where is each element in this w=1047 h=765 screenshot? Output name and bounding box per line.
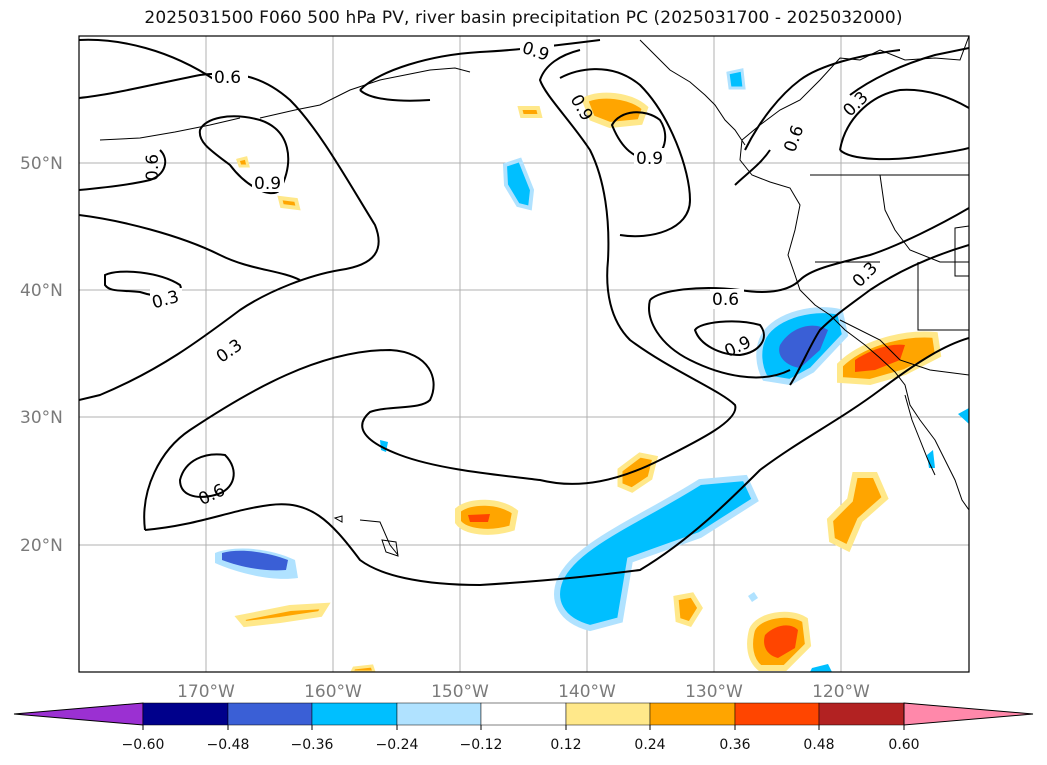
positive-anomaly-patches [234, 92, 942, 672]
colorbar-segment [565, 702, 651, 726]
colorbar-segment [734, 702, 820, 726]
colorbar-tick-label: −0.36 [291, 737, 334, 753]
map-title: 2025031500 F060 500 hPa PV, river basin … [144, 8, 903, 28]
lon-label-160w: 160°W [304, 682, 362, 702]
colorbar-tick-label: 0.60 [888, 737, 919, 753]
lon-label-150w: 150°W [431, 682, 489, 702]
colorbar-segment [818, 702, 905, 726]
colorbar-ticks [142, 725, 905, 730]
contour-label: 0.3 [839, 88, 872, 121]
contour-label: 0.3 [213, 335, 247, 367]
contour-label: 0.3 [849, 258, 882, 291]
colorbar-segment [396, 702, 482, 726]
colorbar-tick-label: −0.60 [122, 737, 165, 753]
lat-label-50n: 50°N [20, 154, 63, 174]
coastlines [99, 36, 969, 557]
plot-frame [78, 35, 970, 673]
colorbar: −0.60 −0.48 −0.36 −0.24 −0.12 0.12 0.24 … [13, 702, 1034, 753]
colorbar-tick-label: −0.12 [460, 737, 503, 753]
lon-label-170w: 170°W [177, 682, 235, 702]
colorbar-tick-label: 0.48 [803, 737, 834, 753]
lat-label-20n: 20°N [20, 536, 63, 556]
colorbar-tick-label: −0.48 [207, 737, 250, 753]
contour-label: 0.9 [254, 174, 281, 194]
colorbar-tick-label: 0.36 [719, 737, 750, 753]
lat-label-40n: 40°N [20, 281, 63, 301]
contour-label: 0.6 [143, 154, 163, 181]
colorbar-tick-label: −0.24 [376, 737, 419, 753]
contour-label: 0.6 [196, 480, 229, 510]
colorbar-extend-right [903, 702, 1034, 726]
gridlines [79, 36, 969, 672]
contour-label: 0.9 [636, 149, 663, 169]
lat-label-30n: 30°N [20, 408, 63, 428]
colorbar-segment [480, 702, 567, 726]
contour-label: 0.6 [712, 290, 739, 310]
contour-label: 0.9 [722, 332, 755, 362]
colorbar-segment [649, 702, 736, 726]
colorbar-tick-label: 0.24 [634, 737, 665, 753]
lon-label-120w: 120°W [812, 682, 870, 702]
latitude-labels: 50°N 40°N 30°N 20°N [20, 154, 63, 556]
contour-label: 0.6 [780, 123, 808, 155]
colorbar-segment [227, 702, 313, 726]
longitude-labels: 170°W 160°W 150°W 140°W 130°W 120°W [177, 682, 870, 702]
lon-label-130w: 130°W [685, 682, 743, 702]
colorbar-segment [311, 702, 398, 726]
contour-label: 0.6 [214, 68, 241, 88]
colorbar-segment [142, 702, 229, 726]
colorbar-tick-label: 0.12 [550, 737, 581, 753]
colorbar-extend-left [13, 702, 144, 726]
lon-label-140w: 140°W [558, 682, 616, 702]
